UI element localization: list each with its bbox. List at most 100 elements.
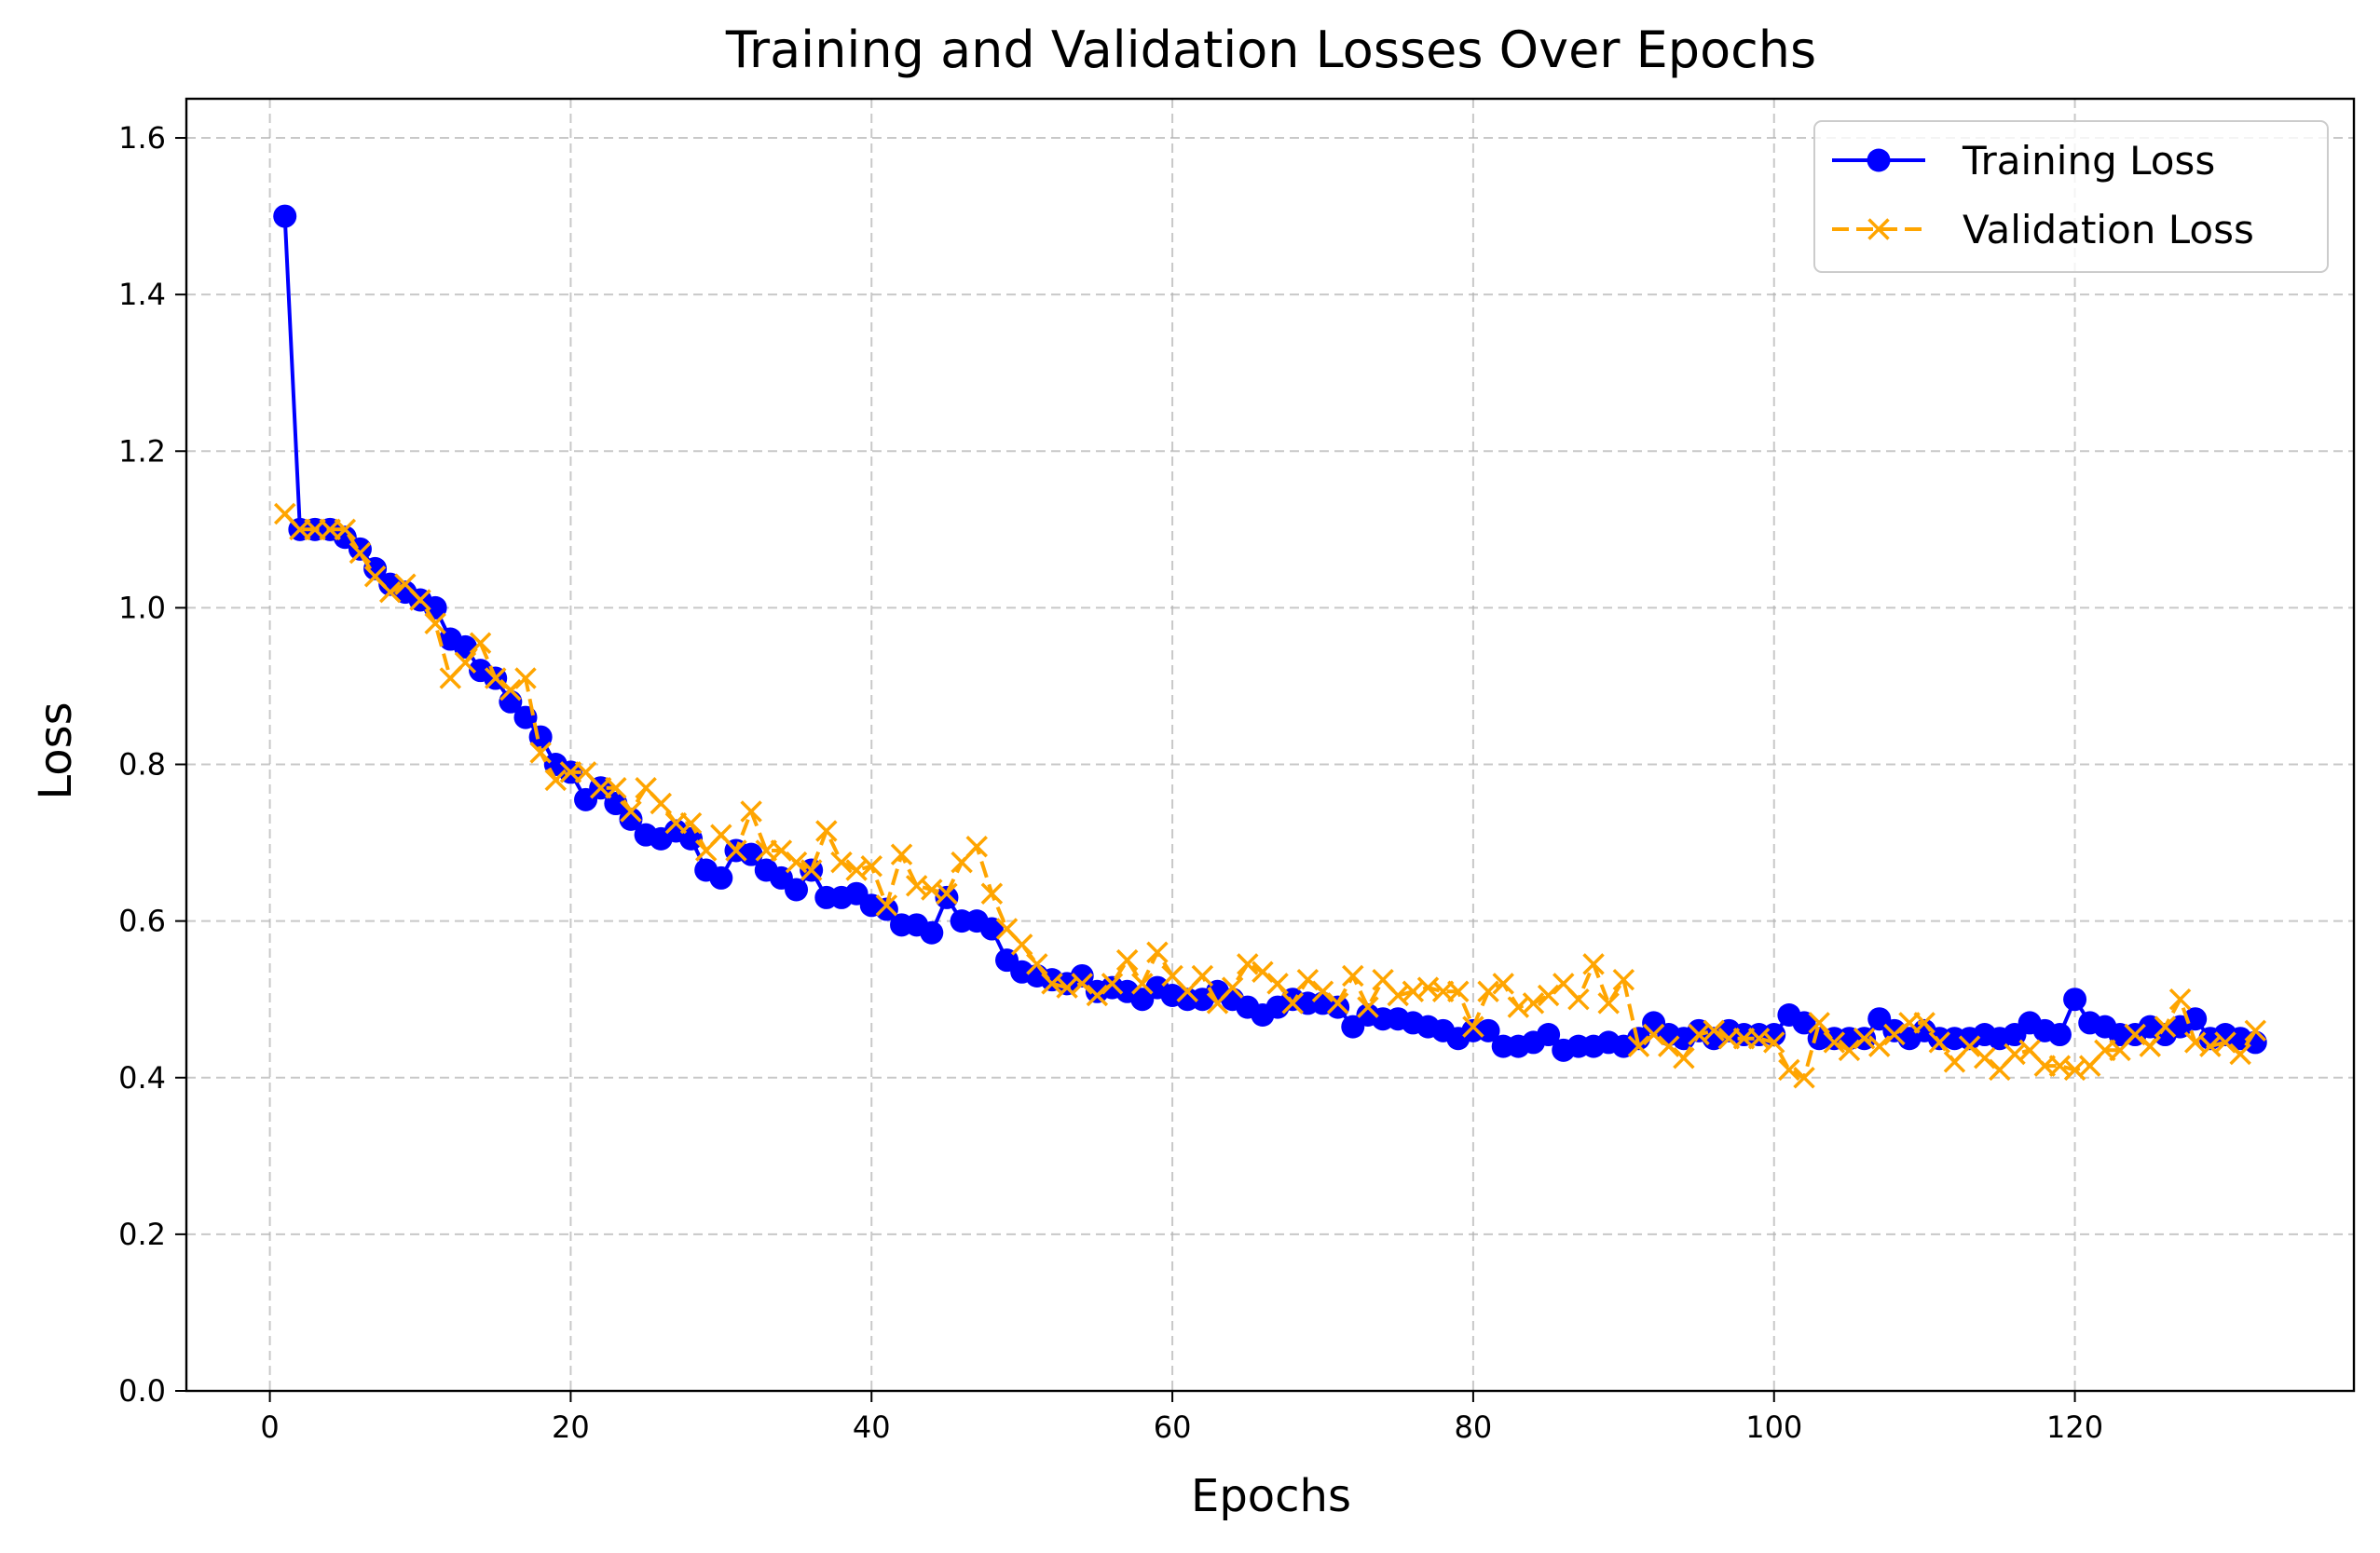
validation-loss-point	[1883, 1023, 1906, 1046]
y-tick-label: 1.4	[118, 277, 166, 312]
training-loss-point	[1070, 963, 1094, 988]
validation-loss-point	[1010, 933, 1033, 956]
validation-loss-point	[1823, 1031, 1846, 1054]
validation-loss-point	[1793, 1067, 1815, 1089]
validation-loss-point	[378, 580, 402, 604]
validation-loss-point	[1326, 992, 1349, 1015]
validation-loss-point	[1462, 1015, 1484, 1038]
validation-loss-point	[1627, 1035, 1650, 1057]
validation-loss-point	[1522, 992, 1545, 1015]
training-loss-point	[920, 920, 944, 945]
y-tick-label: 1.0	[118, 590, 166, 625]
validation-loss-point	[650, 792, 673, 815]
validation-loss-point	[620, 800, 642, 823]
validation-loss-point	[1281, 992, 1304, 1015]
validation-loss-point	[1763, 1031, 1785, 1054]
validation-loss-point	[1357, 996, 1379, 1018]
validation-loss-point	[544, 769, 568, 792]
validation-loss-point	[1703, 1019, 1725, 1042]
validation-loss-point	[2214, 1031, 2236, 1054]
legend-box	[1813, 120, 2329, 273]
training-loss-point	[273, 204, 297, 228]
validation-loss-point	[424, 612, 446, 634]
y-tick-label: 0.4	[118, 1060, 166, 1096]
validation-loss-point	[740, 800, 762, 823]
validation-loss-point	[1673, 1047, 1695, 1069]
validation-loss-points	[273, 502, 2267, 1089]
validation-loss-point	[1026, 953, 1048, 975]
validation-loss-point	[1973, 1047, 1996, 1069]
validation-loss-point	[1642, 1023, 1665, 1046]
validation-loss-point	[980, 882, 1004, 905]
x-axis-label: Epochs	[1191, 1470, 1351, 1522]
validation-loss-point	[1266, 973, 1289, 995]
training-loss-point	[874, 897, 898, 921]
validation-loss-point	[605, 776, 627, 799]
validation-loss-point	[454, 651, 477, 674]
validation-loss-point	[409, 589, 431, 611]
legend-training-label: Training Loss	[1962, 138, 2215, 184]
validation-loss-point	[1477, 980, 1499, 1003]
validation-loss-point	[2244, 1019, 2267, 1042]
validation-loss-point	[1086, 984, 1109, 1007]
validation-loss-point	[1567, 988, 1590, 1011]
validation-loss-point	[529, 742, 552, 764]
validation-loss-point	[1221, 976, 1244, 999]
validation-loss-point	[469, 632, 492, 654]
legend-training-marker	[1867, 148, 1891, 172]
validation-loss-point	[2154, 1015, 2177, 1038]
validation-loss-point	[1537, 984, 1560, 1007]
training-loss-point	[1537, 1023, 1561, 1047]
y-tick-label: 0.6	[118, 904, 166, 939]
y-tick-label: 0.8	[118, 747, 166, 783]
x-tick-label: 60	[1154, 1410, 1192, 1445]
x-tick-label: 20	[552, 1410, 590, 1445]
y-tick-label: 0.2	[118, 1217, 166, 1252]
series-layer	[273, 204, 2267, 1089]
validation-loss-point	[1838, 1039, 1861, 1062]
validation-loss-point	[514, 667, 537, 689]
validation-loss-point	[1582, 953, 1605, 975]
validation-loss-point	[1958, 1035, 1981, 1057]
training-loss-point	[979, 917, 1004, 941]
validation-loss-point	[1131, 973, 1154, 995]
validation-loss-point	[2229, 1042, 2251, 1066]
validation-loss-point	[1252, 960, 1274, 984]
validation-loss-point	[785, 851, 808, 874]
validation-loss-point	[1612, 968, 1635, 991]
plot-frame	[185, 97, 2356, 1393]
x-tick-label: 100	[1745, 1410, 1802, 1445]
validation-loss-point	[860, 855, 882, 878]
training-loss-point	[1792, 1011, 1816, 1035]
validation-loss-point	[2139, 1035, 2162, 1057]
x-tick-label: 80	[1455, 1410, 1493, 1445]
training-loss-point	[709, 865, 733, 890]
validation-loss-point	[1191, 964, 1214, 988]
validation-loss-point	[499, 678, 522, 702]
validation-loss-point	[1778, 1058, 1800, 1082]
validation-loss-point	[1071, 973, 1093, 995]
validation-loss-point	[2124, 1023, 2146, 1046]
x-tick-label: 120	[2046, 1410, 2103, 1445]
axis-ticks: 0 20 40 60 80 100 120 0.0 0.2 0.4 0.6 0.8 1.0 1.2 1.4 1…	[118, 120, 2103, 1445]
validation-loss-point	[1101, 973, 1124, 995]
validation-loss-point	[1597, 992, 1620, 1015]
training-loss-point	[785, 878, 809, 902]
chart-title: Training and Validation Losses Over Epoc…	[725, 20, 1816, 79]
x-tick-label: 40	[853, 1410, 891, 1445]
validation-loss-point	[1808, 1012, 1830, 1034]
legend-validation-marker	[1867, 218, 1890, 240]
validation-loss-point	[1342, 964, 1364, 988]
validation-loss-point	[334, 518, 357, 541]
validation-loss-point	[1115, 948, 1139, 972]
validation-loss-point	[1853, 1027, 1876, 1050]
validation-loss-point	[1447, 980, 1470, 1003]
y-tick-label: 1.6	[118, 120, 166, 156]
validation-loss-point	[484, 667, 507, 689]
y-tick-label: 1.2	[118, 433, 166, 469]
validation-loss-point	[1492, 973, 1514, 995]
validation-loss-point	[815, 820, 838, 842]
y-axis-label: Loss	[30, 702, 82, 799]
validation-loss-point	[890, 843, 913, 865]
